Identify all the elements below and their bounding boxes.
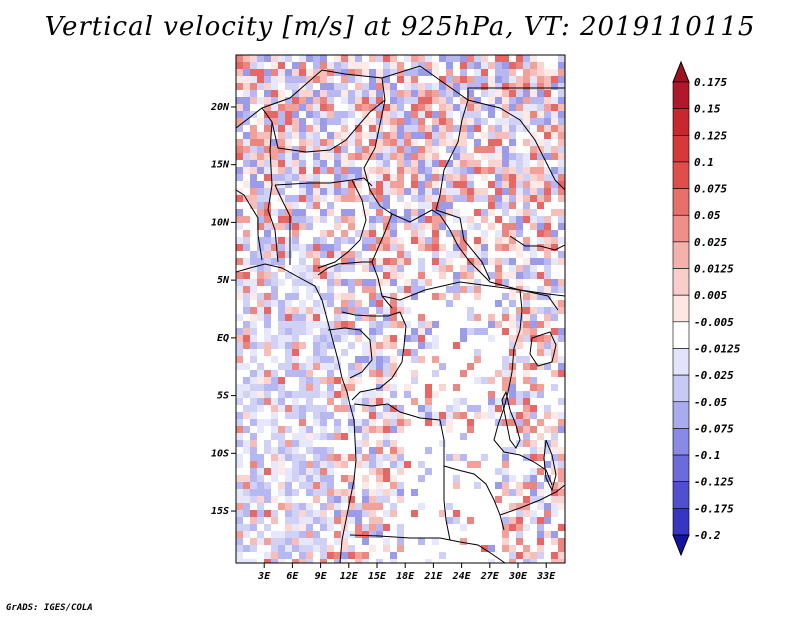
border-sudan-east bbox=[467, 99, 565, 191]
colorbar-bin bbox=[672, 161, 690, 189]
lon-tick-label: 3E bbox=[257, 571, 271, 582]
colorbar-label: 0.05 bbox=[694, 209, 721, 222]
colorbar-bin bbox=[672, 108, 690, 136]
lon-tick-label: 30E bbox=[508, 571, 528, 582]
colorbar-bin bbox=[672, 294, 690, 323]
lat-tick-label: 15S bbox=[211, 506, 229, 517]
colorbar-label: -0.175 bbox=[694, 502, 734, 515]
colorbar-bottom-arrow bbox=[672, 534, 690, 557]
border-zambia-east bbox=[443, 466, 451, 541]
colorbar-label: 0.075 bbox=[694, 183, 727, 196]
colorbar-label: -0.1 bbox=[694, 449, 721, 462]
border-gabon bbox=[327, 327, 373, 379]
colorbar-label: -0.125 bbox=[694, 476, 734, 489]
colorbar-bin bbox=[672, 134, 690, 163]
colorbar-bin bbox=[672, 401, 690, 429]
colorbar-label: -0.05 bbox=[694, 396, 727, 409]
colorbar-label: 0.15 bbox=[694, 103, 721, 116]
lat-tick-label: 15N bbox=[211, 160, 230, 171]
border-mali-niger bbox=[261, 99, 386, 153]
lon-tick-label: 27E bbox=[480, 571, 500, 582]
colorbar-label: 0.0125 bbox=[694, 263, 734, 276]
lon-tick-label: 6E bbox=[286, 571, 299, 582]
border-ethiopia bbox=[509, 235, 565, 251]
colorbar-label: -0.005 bbox=[694, 316, 734, 329]
lat-tick-label: 20N bbox=[210, 102, 230, 113]
chart-title: Vertical velocity [m/s] at 925hPa, VT: 2… bbox=[44, 12, 756, 42]
border-mozambique bbox=[499, 484, 565, 516]
colorbar-label: 0.005 bbox=[694, 289, 727, 302]
colorbar-label: -0.075 bbox=[694, 422, 734, 435]
border-chad-car bbox=[391, 209, 565, 297]
colorbar-top-arrow bbox=[672, 60, 690, 83]
lat-tick-label: 5N bbox=[217, 275, 230, 286]
colorbar-legend: 0.175 0.15 0.125 0.1 0.075 0.05 0.025 0.0125 0.0… bbox=[672, 60, 741, 557]
lake-tanganyika bbox=[501, 390, 521, 449]
border-car-south bbox=[317, 261, 372, 276]
colorbar-bin bbox=[672, 241, 690, 269]
colorbar-label: 0.1 bbox=[694, 156, 714, 169]
lat-tick-label: 5S bbox=[217, 391, 229, 402]
border-drc-angola bbox=[353, 403, 505, 531]
border-west-africa-1 bbox=[236, 189, 263, 261]
country-borders bbox=[236, 65, 565, 563]
lake-victoria bbox=[529, 331, 557, 367]
colorbar-bin bbox=[672, 321, 690, 349]
border-great-lakes bbox=[493, 289, 553, 486]
lat-tick-label: EQ bbox=[217, 333, 229, 344]
colorbar-label: -0.025 bbox=[694, 369, 734, 382]
lon-tick-label: 24E bbox=[452, 571, 472, 582]
lon-tick-label: 21E bbox=[423, 571, 443, 582]
colorbar-label: -0.0125 bbox=[694, 342, 741, 355]
longitude-axis: 3E 6E 9E 12E 15E 18E 21E 24E 27E 30E 33E bbox=[257, 563, 556, 582]
map-frame bbox=[235, 54, 566, 564]
colorbar-bin bbox=[672, 428, 690, 456]
border-west-africa-2 bbox=[267, 121, 279, 263]
colorbar-bin bbox=[672, 348, 690, 376]
colorbar-bin bbox=[672, 214, 690, 243]
border-niger-nigeria bbox=[274, 177, 373, 187]
colorbar-bin bbox=[672, 81, 690, 109]
map-panel bbox=[235, 54, 566, 564]
lake-malawi bbox=[543, 439, 557, 492]
border-drc-north bbox=[381, 281, 559, 311]
colorbar-bin bbox=[672, 454, 690, 483]
lat-tick-label: 10N bbox=[211, 217, 230, 228]
border-benin-togo bbox=[274, 184, 291, 265]
lat-tick-label: 10S bbox=[211, 448, 229, 459]
border-sahara-north bbox=[236, 65, 565, 129]
coastline-west bbox=[236, 263, 357, 563]
colorbar-label: 0.175 bbox=[694, 76, 727, 89]
border-chad-sudan bbox=[435, 99, 491, 281]
lon-tick-label: 9E bbox=[315, 571, 328, 582]
lon-tick-label: 33E bbox=[536, 571, 556, 582]
lon-tick-label: 15E bbox=[368, 571, 387, 582]
border-nigeria-cameroon bbox=[317, 179, 367, 269]
colorbar-bin bbox=[672, 268, 690, 296]
colorbar-bin bbox=[672, 508, 690, 536]
border-congo bbox=[341, 311, 407, 401]
lon-tick-label: 18E bbox=[396, 571, 415, 582]
lon-tick-label: 12E bbox=[340, 571, 359, 582]
colorbar-bin bbox=[672, 481, 690, 509]
colorbar-bin bbox=[672, 374, 690, 403]
colorbar-bin bbox=[672, 188, 690, 216]
latitude-axis: 20N 15N 10N 5N EQ 5S 10S 15S bbox=[210, 102, 236, 517]
software-credit: GrADS: IGES/COLA bbox=[6, 603, 93, 613]
colorbar-label: 0.125 bbox=[694, 129, 727, 142]
colorbar-label: -0.2 bbox=[694, 529, 721, 542]
colorbar-label: 0.025 bbox=[694, 236, 727, 249]
